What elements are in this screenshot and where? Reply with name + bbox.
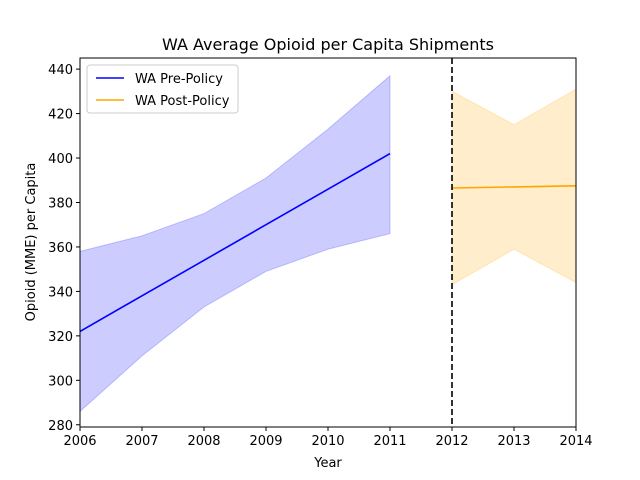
y-axis-label: Opioid (MME) per Capita [24, 163, 39, 322]
legend-label-2: WA Post-Policy [135, 94, 230, 109]
series-line-1 [79, 152, 391, 333]
y-tick-label: 320 [48, 330, 73, 345]
x-tick-label: 2011 [373, 434, 406, 449]
y-tick-label: 280 [48, 419, 73, 434]
x-tick-label: 2010 [311, 434, 344, 449]
x-tick-label: 2009 [249, 434, 282, 449]
x-tick-label: 2006 [63, 434, 96, 449]
y-tick-label: 380 [48, 196, 73, 211]
y-tick-label: 420 [48, 108, 73, 123]
x-tick-label: 2008 [187, 434, 220, 449]
chart-title: WA Average Opioid per Capita Shipments [162, 35, 494, 54]
legend: WA Pre-Policy WA Post-Policy [86, 64, 239, 114]
y-tick-label: 360 [48, 241, 73, 256]
series-line-2 [451, 185, 577, 189]
confidence-band-1 [79, 74, 391, 413]
x-tick-label: 2013 [497, 434, 530, 449]
x-tick-label: 2012 [435, 434, 468, 449]
y-tick-label: 400 [48, 152, 73, 167]
x-axis-label: Year [313, 456, 342, 471]
x-tick-label: 2014 [559, 434, 592, 449]
x-tick-label: 2007 [125, 434, 158, 449]
legend-label-1: WA Pre-Policy [135, 72, 223, 87]
y-tick-label: 300 [48, 374, 73, 389]
y-tick-label: 440 [48, 63, 73, 78]
plot-area [79, 58, 577, 427]
legend-box [86, 64, 239, 114]
axes: 2006 2007 2008 2009 2010 2011 2012 2013 2014 280 3… [48, 57, 593, 449]
y-tick-label: 340 [48, 285, 73, 300]
